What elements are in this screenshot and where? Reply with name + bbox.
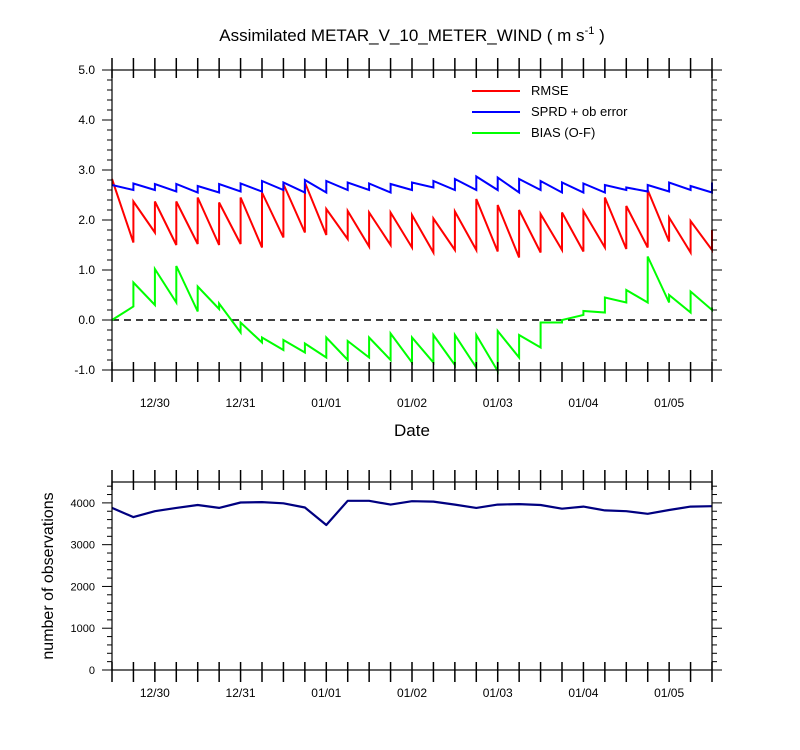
legend-label-sprd-ob-error: SPRD + ob error <box>531 104 628 119</box>
y-tick-label: 5.0 <box>78 63 95 77</box>
top-axes-group: -1.0 0.0 1.0 2.0 3.0 4.0 5.0 12/30 12/31 01/01 01/… <box>74 58 722 410</box>
x-tick-label: 01/04 <box>568 686 598 700</box>
x-tick-label: 01/02 <box>397 686 427 700</box>
x-axis-label: Date <box>394 421 430 440</box>
x-tick-label: 01/03 <box>483 396 513 410</box>
y-tick-label: 2.0 <box>78 213 95 227</box>
bottom-series-group <box>111 499 713 527</box>
y-tick-label: 0.0 <box>78 313 95 327</box>
y-tick-label: 3000 <box>71 540 95 552</box>
x-tick-label: 01/02 <box>397 396 427 410</box>
y-tick-label: 4000 <box>71 498 95 510</box>
y-tick-label: 0 <box>89 665 95 677</box>
y-tick-label: 2000 <box>71 581 95 593</box>
x-tick-label: 01/03 <box>483 686 513 700</box>
x-tick-label: 01/05 <box>654 396 684 410</box>
x-tick-label: 12/30 <box>140 396 170 410</box>
y-tick-label: 3.0 <box>78 163 95 177</box>
y-tick-label: 4.0 <box>78 113 95 127</box>
y-tick-label: 1.0 <box>78 263 95 277</box>
series-line-bias-o-f <box>111 256 713 375</box>
x-tick-label: 01/01 <box>311 686 341 700</box>
x-tick-label: 01/01 <box>311 396 341 410</box>
series-line-number-of-observations <box>111 499 713 527</box>
y-axis-label-observations: number of observations <box>40 492 57 659</box>
bottom-axes-group: 0 1000 2000 3000 4000 12/30 12/31 01/01 01/02 01/… <box>71 470 722 700</box>
legend-label-rmse: RMSE <box>531 83 569 98</box>
chart-title: Assimilated METAR_V_10_METER_WIND ( m s-… <box>219 25 604 45</box>
legend-label-bias-o-f: BIAS (O-F) <box>531 125 595 140</box>
y-tick-label: 1000 <box>71 623 95 635</box>
x-tick-label: 12/31 <box>226 686 256 700</box>
series-line-sprd-ob-error <box>111 174 713 195</box>
top-legend: RMSE SPRD + ob error BIAS (O-F) <box>472 83 628 140</box>
x-tick-label: 12/31 <box>226 396 256 410</box>
top-series-group <box>111 174 713 375</box>
series-line-rmse <box>111 178 713 258</box>
x-tick-label: 01/04 <box>568 396 598 410</box>
y-tick-label: -1.0 <box>74 363 95 377</box>
x-tick-label: 01/05 <box>654 686 684 700</box>
x-tick-label: 12/30 <box>140 686 170 700</box>
